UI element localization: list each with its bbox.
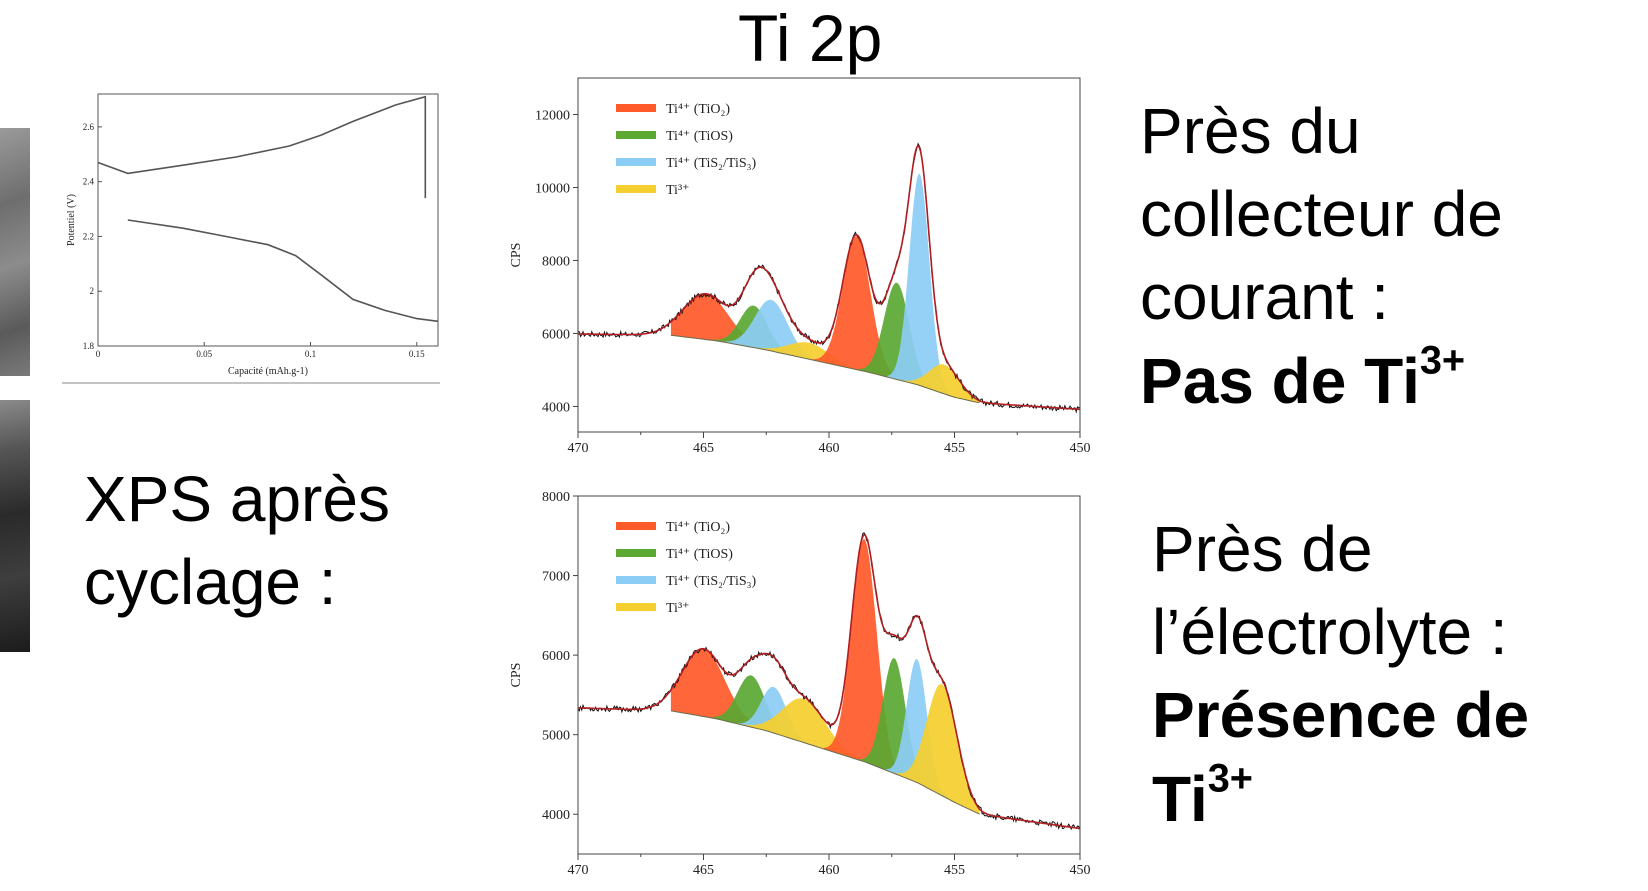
right-bottom-text: Près de l’électrolyte : Présence de Ti3+ (1152, 508, 1529, 841)
x-tick-label: 0.15 (409, 349, 425, 359)
right-top-line3: courant : (1140, 261, 1390, 334)
fit-envelope-line (578, 533, 1080, 830)
x-axis-label: Capacité (mAh.g-1) (228, 366, 308, 377)
right-top-text: Près du collecteur de courant : Pas de T… (1140, 90, 1503, 423)
legend-label: Ti⁴⁺ (TiS₂/TiS₃) (666, 156, 757, 171)
legend-swatch (616, 104, 656, 112)
plot-area (578, 532, 1080, 831)
right-top-bold: Pas de Ti3+ (1140, 337, 1466, 417)
x-tick-label: 460 (819, 863, 840, 878)
x-tick-label: 455 (944, 863, 965, 878)
plot-area (578, 142, 1080, 414)
y-tick-label: 10000 (535, 181, 570, 196)
right-bottom-bold1: Présence de (1152, 679, 1530, 752)
y-tick-label: 4000 (542, 808, 570, 823)
legend-swatch (616, 549, 656, 557)
left-caption: XPS après cyclage : (84, 458, 390, 624)
x-tick-label: 465 (693, 863, 714, 878)
x-tick-label: 465 (693, 441, 714, 456)
x-tick-label: 455 (944, 441, 965, 456)
x-tick-label: 0.1 (305, 349, 316, 359)
y-tick-label: 4000 (542, 400, 570, 415)
peak-component-7 (887, 173, 952, 397)
right-top-line1: Près du (1140, 95, 1361, 167)
left-caption-line1: XPS après (84, 463, 390, 535)
x-tick-label: 470 (568, 863, 589, 878)
peak-component-8 (896, 364, 980, 403)
peak-component-1 (670, 293, 779, 353)
sem-image-top (0, 128, 30, 376)
y-tick-label: 8000 (542, 254, 570, 269)
plot-frame (97, 93, 439, 347)
sem-image-bottom (0, 400, 30, 652)
right-bottom-line2: l’électrolyte : (1152, 596, 1508, 669)
y-tick-label: 2.6 (83, 122, 95, 132)
y-tick-label: 1.8 (83, 341, 95, 351)
peak-component-1 (670, 648, 772, 733)
cycling-series-1 (97, 95, 427, 199)
x-tick-label: 0.05 (196, 349, 212, 359)
y-tick-label: 8000 (542, 490, 570, 505)
legend-label: Ti⁴⁺ (TiO₂) (666, 520, 730, 535)
legend-label: Ti³⁺ (666, 601, 690, 616)
y-tick-label: 7000 (542, 570, 570, 585)
right-bottom-bold2: Ti3+ (1152, 755, 1253, 835)
background-line (670, 334, 980, 404)
legend-swatch (616, 522, 656, 530)
y-tick-label: 5000 (542, 729, 570, 744)
xps-chart-bottom: 470 465 460 455 450 4000 5000 6000 7000 8000 CPS Ti… (509, 490, 1091, 878)
legend-swatch (616, 131, 656, 139)
legend-label: Ti³⁺ (666, 183, 690, 198)
y-tick-label: 12000 (535, 108, 570, 123)
y-tick-label: 2 (90, 286, 95, 296)
y-axis-label: CPS (509, 243, 524, 268)
legend-label: Ti⁴⁺ (TiOS) (666, 547, 733, 562)
legend-swatch (616, 158, 656, 166)
y-axis-label: Potentiel (V) (66, 194, 77, 246)
y-tick-label: 6000 (542, 649, 570, 664)
y-tick-label: 6000 (542, 327, 570, 342)
xps-chart-top: 470 465 460 455 450 4000 6000 8000 10000 12000 CPS… (509, 77, 1091, 456)
y-tick-label: 2.2 (83, 231, 94, 241)
x-tick-label: 450 (1070, 863, 1091, 878)
legend-swatch (616, 576, 656, 584)
legend-label: Ti⁴⁺ (TiO₂) (666, 102, 730, 117)
y-axis-label: CPS (509, 663, 524, 688)
legend-label: Ti⁴⁺ (TiS₂/TiS₃) (666, 574, 757, 589)
right-bottom-line1: Près de (1152, 513, 1373, 585)
x-tick-label: 0 (96, 349, 101, 359)
page-title: Ti 2p (738, 1, 883, 75)
x-tick-label: 450 (1070, 441, 1091, 456)
legend-label: Ti⁴⁺ (TiOS) (666, 129, 733, 144)
left-caption-line2: cyclage : (84, 546, 337, 619)
background-line (670, 710, 980, 815)
right-top-line2: collecteur de (1140, 178, 1503, 251)
x-tick-label: 470 (568, 441, 589, 456)
fit-envelope-line (578, 144, 1080, 411)
cycling-chart: 0 0.05 0.1 0.15 1.8 2 2.2 2.4 2.6 Capacité (mAh.g… (62, 93, 440, 384)
legend-swatch (616, 603, 656, 611)
cycling-series-2 (127, 219, 439, 323)
legend-swatch (616, 185, 656, 193)
y-tick-label: 2.4 (83, 177, 95, 187)
x-tick-label: 460 (819, 441, 840, 456)
raw-data-line (578, 142, 1080, 414)
